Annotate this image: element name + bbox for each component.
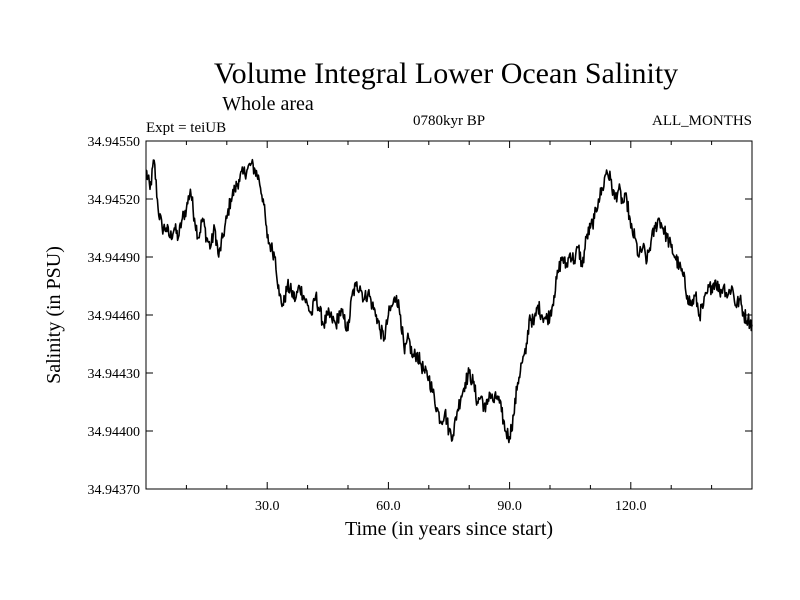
y-axis-label: Salinity (in PSU) (43, 246, 65, 384)
x-tick-label: 60.0 (376, 499, 401, 514)
y-tick-label: 34.94550 (88, 135, 141, 150)
x-tick-label: 90.0 (497, 499, 522, 514)
x-tick-label: 30.0 (255, 499, 280, 514)
plot-frame (145, 140, 753, 490)
y-tick-label: 34.94370 (88, 483, 141, 498)
y-tick-label: 34.94490 (88, 251, 141, 266)
x-tick-label: 120.0 (615, 499, 647, 514)
y-tick-label: 34.94520 (88, 193, 141, 208)
chart-subtitle: Whole area (222, 93, 314, 115)
y-axis-ticks: 34.94370 34.94400 34.94430 34.94460 34.94490… (88, 135, 752, 498)
x-axis-label: Time (in years since start) (345, 518, 553, 540)
y-tick-label: 34.94460 (88, 309, 141, 324)
y-tick-label: 34.94400 (88, 425, 141, 440)
experiment-label: Expt = teiUB (146, 120, 226, 136)
period-label: 0780kyr BP (413, 113, 485, 129)
y-tick-label: 34.94430 (88, 367, 141, 382)
chart-title: Volume Integral Lower Ocean Salinity (214, 57, 678, 90)
x-axis-ticks: 30.0 60.0 90.0 120.0 (185, 141, 713, 514)
months-label: ALL_MONTHS (652, 113, 752, 129)
salinity-series-line (145, 158, 753, 444)
